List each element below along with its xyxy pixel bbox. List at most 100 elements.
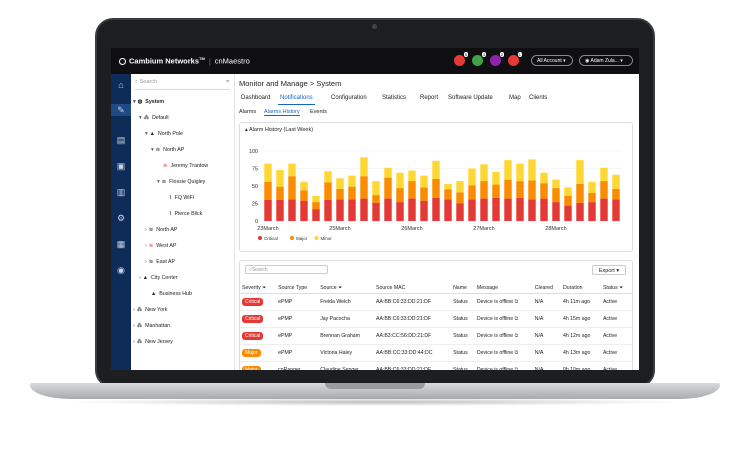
tree-node-east-ap[interactable]: › ≋ East AP: [145, 259, 176, 265]
tab-clients[interactable]: Clients: [529, 95, 548, 101]
tree-search[interactable]: ⌕ Search ⏷: [135, 79, 230, 90]
column-header[interactable]: Source ⏷: [318, 283, 374, 294]
filter-icon[interactable]: ⏷: [225, 79, 230, 85]
cell-name: Status: [451, 361, 475, 370]
y-tick-label: 100: [249, 149, 258, 155]
tree-node-new-york[interactable]: › ⁂ New York: [133, 307, 168, 313]
tree-node-business-hub[interactable]: ▲ Business Hub: [151, 291, 192, 297]
bar-major: [372, 195, 380, 203]
tree-node-north-ap-2[interactable]: › ≋ North AP: [145, 227, 178, 233]
column-header[interactable]: Source Type: [276, 283, 319, 294]
network-icon: ⁂: [136, 307, 143, 313]
table-row[interactable]: Major cnRanger Claudine Senger AA:BB:C6:33:…: [240, 361, 632, 371]
tower-icon: ▲: [151, 291, 157, 297]
tree-node-jeremy-trantow[interactable]: ≋ Jeremy Trantow: [163, 163, 208, 169]
chat-icon[interactable]: 3: [472, 52, 486, 66]
tab-dashboard[interactable]: Dashboard: [241, 95, 271, 101]
account-selector[interactable]: All Account ▾: [531, 55, 573, 66]
cell-duration: 4h 15m ago: [560, 310, 601, 328]
column-header[interactable]: Status ⏷: [600, 283, 632, 294]
warning-icon[interactable]: 1: [508, 52, 522, 66]
alarm-bell-icon[interactable]: 5: [454, 52, 468, 66]
update-icon[interactable]: 2: [490, 52, 504, 66]
cell-duration: 0h 10m ago: [560, 361, 601, 370]
cleared-value: N/A: [534, 299, 544, 305]
legend-label: Critical: [264, 236, 278, 241]
filter-icon[interactable]: ⏷: [262, 284, 267, 291]
tree-node-default[interactable]: ▾ ⁂ Default: [139, 115, 169, 121]
home-icon[interactable]: ⌂: [118, 80, 124, 90]
tree-node-label: North Pole: [157, 131, 183, 137]
column-header[interactable]: Cleared: [532, 283, 561, 294]
column-header[interactable]: Source MAC: [373, 283, 452, 294]
bar-minor: [372, 181, 380, 196]
details-icon[interactable]: ⧉: [513, 298, 519, 305]
subtab-events[interactable]: Events: [310, 109, 327, 115]
details-icon[interactable]: ⧉: [513, 332, 519, 339]
tab-statistics[interactable]: Statistics: [382, 95, 407, 101]
bar-minor: [564, 187, 572, 196]
bar-critical: [576, 202, 584, 221]
bar-critical: [480, 198, 488, 221]
bar-major: [492, 184, 500, 198]
table-search-input[interactable]: ⌕Search: [245, 265, 328, 274]
bar-critical: [588, 202, 596, 221]
tab-software-update[interactable]: Software Update: [448, 95, 493, 101]
export-button[interactable]: Export ▾: [592, 265, 626, 275]
tree-node-manhattan[interactable]: › ⁂ Manhattan: [133, 323, 171, 329]
tab-map[interactable]: Map: [509, 95, 521, 101]
tree-node-north-ap[interactable]: ▾ ≋ North AP: [151, 147, 185, 153]
table-row[interactable]: Critical ePMP Brennan Graham AA:B3:CC:56:DD…: [240, 327, 632, 345]
tree-node-fq-wifi[interactable]: ⌇ FQ WiFi: [169, 195, 194, 201]
x-tick-label: 25March: [329, 226, 350, 232]
tab-notifications[interactable]: Notifications: [278, 93, 315, 105]
mac-value: AA:B3:CC:56:DD:21:DF: [375, 333, 432, 339]
briefcase-icon[interactable]: ▥: [116, 187, 126, 197]
tree-node-new-jersey[interactable]: › ⁂ New Jersey: [133, 339, 173, 345]
table-row[interactable]: Critical ePMP Freida Welch AA:BB:C6:33:DD:2…: [240, 293, 632, 311]
clipboard-icon[interactable]: ▤: [116, 135, 126, 145]
cell-name: Status: [451, 344, 475, 362]
subtab-alarms[interactable]: Alarms: [239, 109, 257, 115]
wifi-icon: ≋: [155, 147, 161, 153]
filter-icon[interactable]: ⏷: [619, 284, 624, 291]
tree-node-system[interactable]: ▾ ◍ System: [133, 99, 165, 105]
table-row[interactable]: Critical ePMP Jay Pacocha AA:BB:C6:33:DD:21…: [240, 310, 632, 328]
details-icon[interactable]: ⧉: [513, 366, 519, 371]
column-header[interactable]: Severity ⏷: [240, 283, 277, 294]
details-icon[interactable]: ⧉: [513, 315, 519, 322]
severity-badge: Major: [242, 349, 261, 357]
tab-configuration[interactable]: Configuration: [331, 95, 367, 101]
tree-node-pierce-blick[interactable]: ⌇ Pierce Blick: [169, 211, 202, 217]
message-value: Device is offline: [476, 315, 514, 322]
wrench-icon[interactable]: ✎: [111, 104, 131, 116]
column-header[interactable]: Duration: [560, 283, 601, 294]
tree-node-west-ap[interactable]: › ≋ West AP: [145, 243, 177, 249]
tree-node-north-pole[interactable]: ▾ ▲ North Pole: [145, 131, 183, 137]
tree-node-flossie-quigley[interactable]: ▾ ≋ Flossie Quigley: [157, 179, 206, 185]
tree-node-city-center[interactable]: › ▲ City Center: [139, 275, 178, 281]
details-icon[interactable]: ⧉: [513, 349, 519, 356]
table-row[interactable]: Major ePMP Victoria Haley AA:BB:CC:33:DD:44…: [240, 344, 632, 362]
user-icon[interactable]: ◉: [117, 265, 125, 275]
truck-icon[interactable]: ▣: [116, 161, 126, 171]
column-header[interactable]: Message: [474, 283, 533, 294]
bar-minor: [612, 174, 620, 189]
chart-title[interactable]: ▴ Alarm History (Last Week): [245, 127, 313, 133]
cell-name: Status: [451, 327, 475, 345]
alarm-table: Severity ⏷ Source Type Source ⏷ Source M…: [240, 283, 632, 370]
subtab-alarms-history[interactable]: Alarms History: [264, 109, 300, 116]
filter-icon[interactable]: ⏷: [338, 284, 343, 291]
column-header[interactable]: Name: [451, 283, 475, 294]
bar-critical: [504, 198, 512, 221]
bar-major: [552, 188, 560, 203]
export-label: Export: [598, 268, 615, 274]
cell-source: Freida Welch: [318, 293, 374, 311]
tree-node-label: Pierce Blick: [174, 211, 203, 217]
tab-report[interactable]: Report: [420, 95, 439, 101]
gear-icon[interactable]: ⚙: [116, 213, 126, 223]
user-menu[interactable]: ◉ Adam Zula... ▾: [579, 55, 633, 66]
building-icon[interactable]: ▦: [116, 239, 126, 249]
bar-minor: [264, 163, 272, 182]
name-value: Status: [453, 316, 468, 322]
